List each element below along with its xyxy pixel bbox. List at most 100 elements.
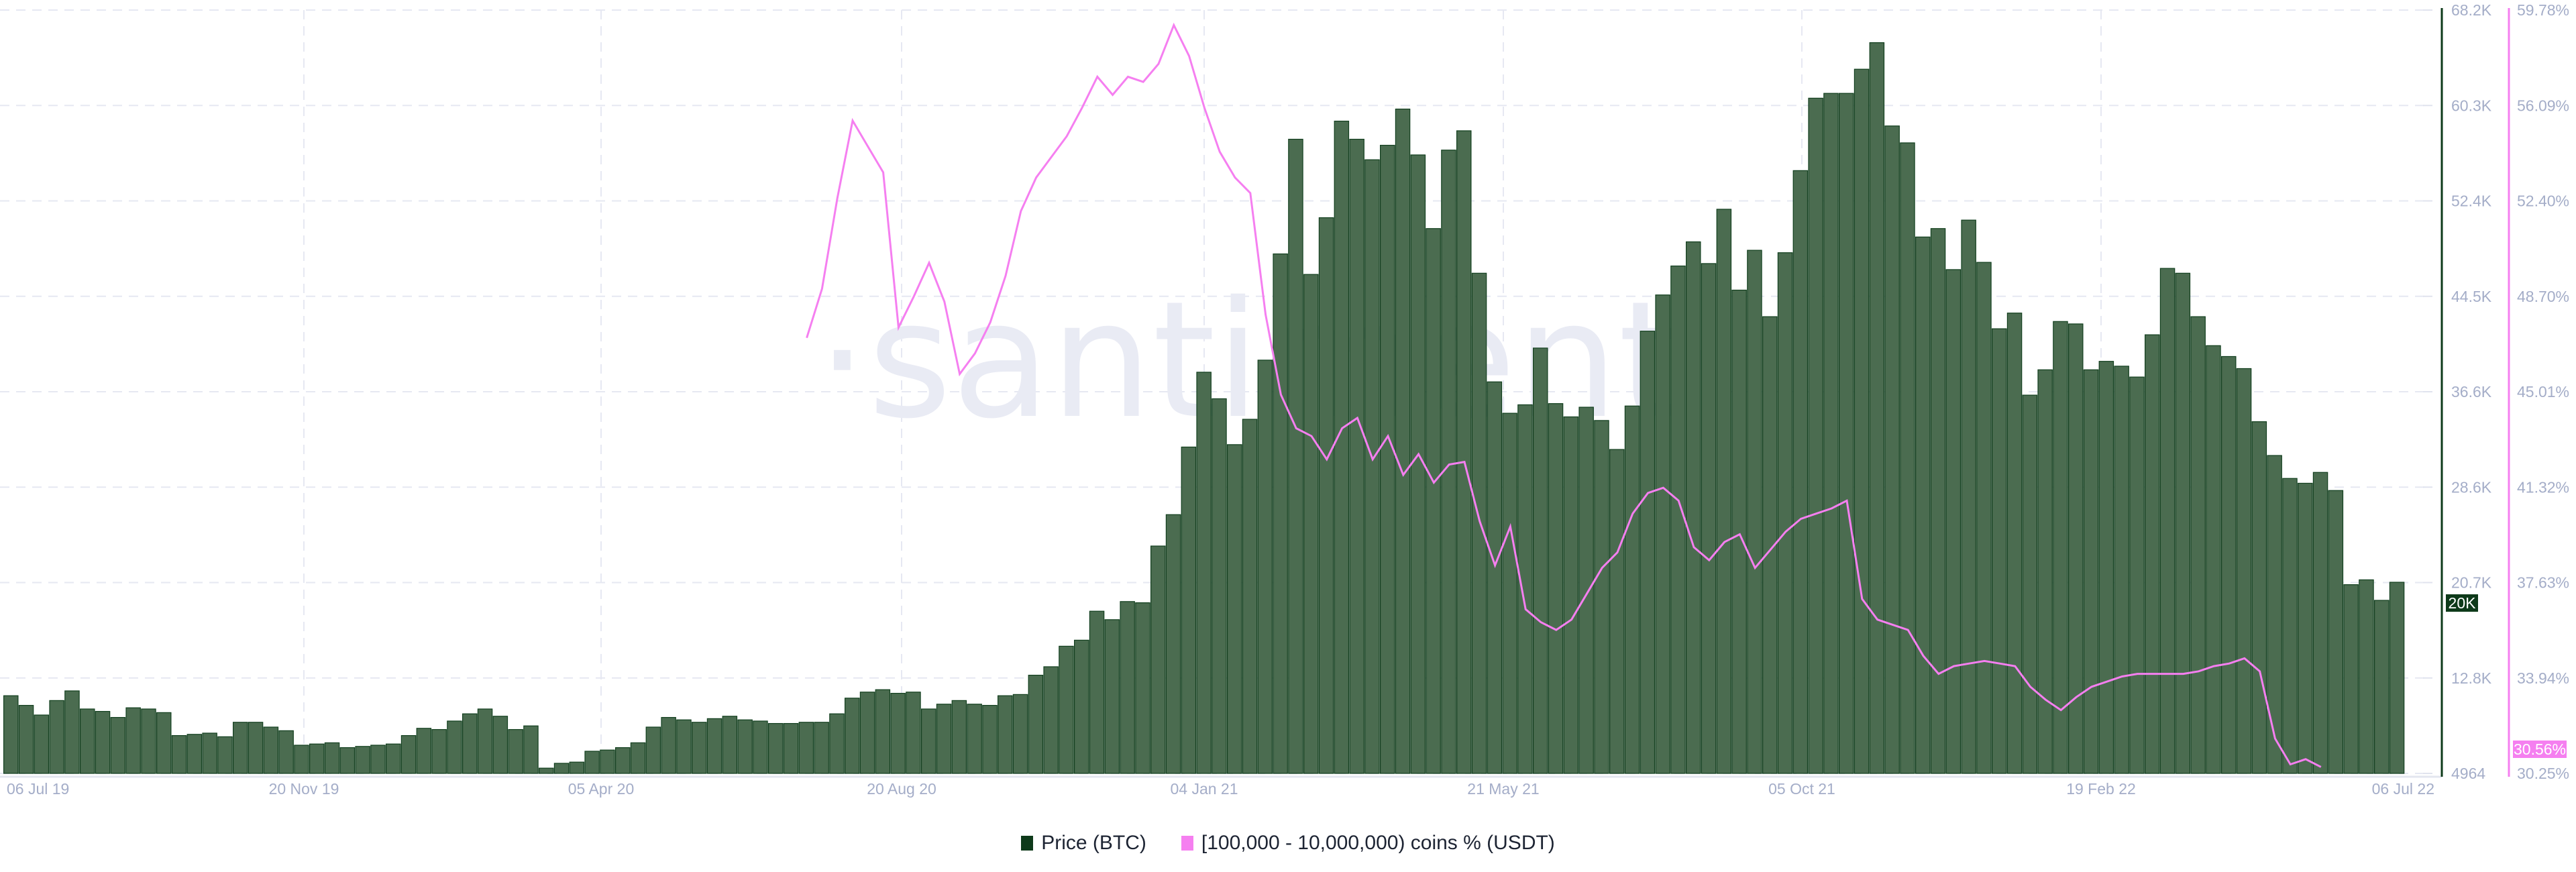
price-bar <box>906 692 921 774</box>
price-bar <box>2068 323 2084 774</box>
x-tick-labels: 06 Jul 19 20 Nov 19 05 Apr 20 20 Aug 20 04 J… <box>7 780 2434 798</box>
price-bar <box>400 734 417 774</box>
price-bar <box>263 726 279 774</box>
price-bar <box>1196 372 1212 774</box>
price-bar <box>1226 444 1242 774</box>
price-bar <box>614 747 631 774</box>
price-bar <box>936 704 952 774</box>
price-bar <box>3 695 19 774</box>
price-bar <box>1288 138 1303 774</box>
price-bar <box>1059 645 1074 774</box>
price-bar <box>324 742 340 774</box>
price-bar <box>1915 236 1931 774</box>
price-bar <box>1364 159 1380 774</box>
price-bar <box>661 716 676 774</box>
legend-item-price[interactable]: Price (BTC) <box>1021 832 1146 855</box>
y-left-tick-label: 44.5K <box>2451 288 2492 305</box>
price-bar <box>2206 345 2221 774</box>
price-bar <box>110 716 126 774</box>
price-bar <box>1441 150 1456 774</box>
price-bar <box>1502 413 1517 774</box>
price-bar <box>370 745 386 774</box>
price-bar <box>2006 313 2023 774</box>
price-bar <box>49 700 64 774</box>
price-bar <box>2282 478 2298 774</box>
price-bar <box>1930 228 1946 774</box>
price-bar <box>920 708 936 774</box>
price-bar <box>2359 579 2374 774</box>
price-bar <box>2159 268 2176 774</box>
price-bar <box>783 722 799 774</box>
y-right-tick-label: 30.25% <box>2517 765 2569 782</box>
price-bar <box>202 732 217 774</box>
price-bar <box>569 761 585 774</box>
y-right-tick-label: 41.32% <box>2517 478 2569 496</box>
price-bar <box>2129 376 2145 774</box>
price-bar <box>982 704 998 774</box>
price-bar <box>294 745 309 774</box>
price-bar <box>278 730 294 774</box>
price-bar <box>1624 405 1640 774</box>
price-bar <box>737 719 753 774</box>
price-bar <box>538 767 554 774</box>
price-bar <box>523 725 539 774</box>
price-bar <box>79 708 95 774</box>
price-bar <box>1640 331 1656 774</box>
price-bar <box>2343 584 2359 774</box>
price-bar <box>1334 120 1350 774</box>
price-bar <box>1869 42 1885 774</box>
price-bar <box>1318 217 1334 774</box>
x-tick-label: 20 Nov 19 <box>269 780 339 798</box>
price-bar <box>844 698 860 774</box>
price-bar <box>1380 144 1395 774</box>
y-right-tick-label: 56.09% <box>2517 97 2569 114</box>
price-bar <box>1181 446 1197 774</box>
x-tick-label: 06 Jul 22 <box>2372 780 2434 798</box>
price-bar <box>248 722 264 774</box>
price-bar <box>2298 482 2313 774</box>
price-bar <box>1426 228 1441 774</box>
price-bar <box>1670 265 1686 774</box>
price-bar <box>1563 416 1579 774</box>
price-bar <box>2037 369 2053 774</box>
price-bar <box>1257 360 1273 774</box>
price-bar <box>447 720 462 774</box>
price-bar <box>2374 600 2390 774</box>
price-bar <box>508 728 523 774</box>
price-bar <box>1961 219 1976 774</box>
y-right-tick-label: 33.94% <box>2517 669 2569 687</box>
price-bar <box>1028 674 1044 774</box>
price-bar <box>1655 294 1670 774</box>
price-bar <box>2190 316 2206 774</box>
price-bar <box>1073 639 1089 774</box>
price-bar <box>1043 666 1059 774</box>
price-bar <box>1273 253 1288 774</box>
price-bar <box>1731 289 1747 774</box>
price-bars <box>3 42 2405 774</box>
price-bar <box>1594 420 1609 774</box>
price-bar <box>1135 602 1150 774</box>
usdt-swatch <box>1181 836 1193 851</box>
price-bar <box>309 743 325 774</box>
price-bar <box>2053 321 2068 774</box>
price-bar <box>1150 545 1166 774</box>
price-bar <box>951 700 967 774</box>
y-right-tick-label: 52.40% <box>2517 193 2569 210</box>
price-bar <box>95 710 111 774</box>
price-bar <box>1609 449 1625 774</box>
legend-item-usdt[interactable]: [100,000 - 10,000,000) coins % (USDT) <box>1181 832 1555 855</box>
price-bar <box>875 689 891 774</box>
price-bar <box>233 722 248 774</box>
price-bar <box>2267 455 2282 774</box>
price-bar <box>34 714 50 774</box>
price-bar <box>186 734 203 774</box>
y-left-tick-label: 60.3K <box>2451 97 2492 114</box>
price-bar <box>630 742 646 774</box>
price-bar <box>1548 403 1564 774</box>
legend: Price (BTC) [100,000 - 10,000,000) coins… <box>0 832 2576 855</box>
x-tick-label: 04 Jan 21 <box>1170 780 1238 798</box>
price-bar <box>753 720 768 774</box>
y-left-tick-label: 12.8K <box>2451 669 2492 687</box>
price-bar <box>1777 252 1793 774</box>
price-bar <box>1762 316 1778 774</box>
